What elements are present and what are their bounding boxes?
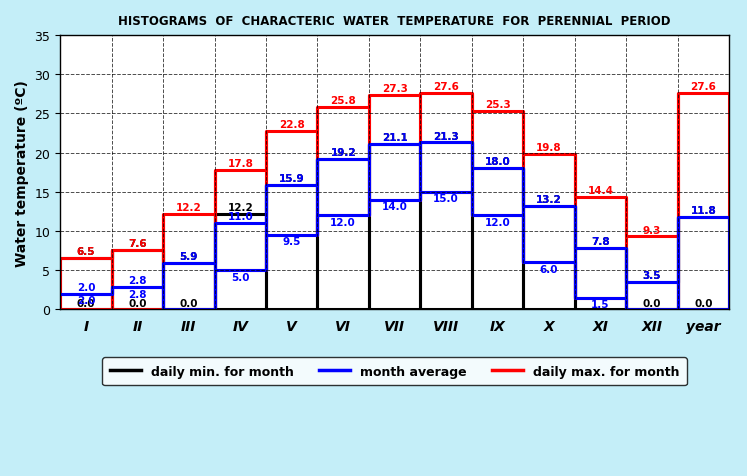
Text: 9.5: 9.5: [282, 237, 301, 247]
Text: 3.5: 3.5: [642, 270, 661, 280]
Text: 7.8: 7.8: [591, 237, 610, 247]
Text: 3.5: 3.5: [642, 270, 661, 280]
Text: 2.8: 2.8: [128, 276, 146, 286]
Y-axis label: Water temperature (ºC): Water temperature (ºC): [15, 79, 29, 266]
Text: 7.8: 7.8: [591, 237, 610, 247]
Text: 0.0: 0.0: [642, 298, 661, 308]
Text: 12.2: 12.2: [227, 202, 253, 212]
Legend: daily min. for month, month average, daily max. for month: daily min. for month, month average, dai…: [102, 357, 687, 386]
Text: 5.9: 5.9: [179, 252, 198, 262]
Text: 0.0: 0.0: [694, 298, 713, 308]
Text: 18.0: 18.0: [485, 157, 510, 167]
Text: 11.0: 11.0: [227, 212, 253, 222]
Text: 21.3: 21.3: [433, 131, 459, 141]
Text: 19.2: 19.2: [330, 148, 356, 158]
Text: 11.8: 11.8: [690, 206, 716, 216]
Text: 0.0: 0.0: [77, 298, 95, 308]
Text: 15.9: 15.9: [279, 173, 305, 183]
Text: 0.0: 0.0: [179, 298, 198, 308]
Text: 21.1: 21.1: [382, 133, 408, 143]
Text: 25.3: 25.3: [485, 100, 510, 110]
Text: 27.6: 27.6: [433, 82, 459, 92]
Text: 22.8: 22.8: [279, 119, 305, 129]
Text: 17.8: 17.8: [227, 159, 253, 169]
Text: 6.0: 6.0: [540, 264, 558, 274]
Text: 7.6: 7.6: [128, 238, 146, 248]
Text: 2.0: 2.0: [77, 296, 95, 306]
Text: 12.2: 12.2: [176, 202, 202, 212]
Text: 12.0: 12.0: [485, 218, 510, 228]
Text: 19.2: 19.2: [330, 148, 356, 158]
Text: 13.2: 13.2: [536, 195, 562, 205]
Text: 27.3: 27.3: [382, 84, 408, 94]
Text: 18.0: 18.0: [485, 157, 510, 167]
Text: 0.0: 0.0: [128, 298, 146, 308]
Text: 25.8: 25.8: [330, 96, 356, 106]
Text: 2.0: 2.0: [77, 282, 95, 292]
Text: 5.0: 5.0: [231, 272, 249, 282]
Text: 21.1: 21.1: [382, 133, 408, 143]
Text: 7.6: 7.6: [128, 238, 146, 248]
Text: 6.5: 6.5: [77, 247, 95, 257]
Text: 21.3: 21.3: [433, 131, 459, 141]
Text: 2.8: 2.8: [128, 289, 146, 299]
Text: 14.4: 14.4: [587, 185, 613, 195]
Text: 14.0: 14.0: [382, 202, 408, 212]
Text: 6.5: 6.5: [77, 247, 95, 257]
Text: 15.9: 15.9: [279, 173, 305, 183]
Text: 12.0: 12.0: [330, 218, 356, 228]
Text: 27.6: 27.6: [690, 82, 716, 92]
Text: 9.3: 9.3: [642, 225, 661, 235]
Text: 11.8: 11.8: [690, 206, 716, 216]
Text: 15.0: 15.0: [433, 194, 459, 204]
Text: 13.2: 13.2: [536, 195, 562, 205]
Text: 5.9: 5.9: [179, 252, 198, 262]
Text: 1.5: 1.5: [591, 299, 610, 309]
Text: 19.8: 19.8: [536, 143, 562, 153]
Title: HISTOGRAMS  OF  CHARACTERIC  WATER  TEMPERATURE  FOR  PERENNIAL  PERIOD: HISTOGRAMS OF CHARACTERIC WATER TEMPERAT…: [118, 15, 671, 28]
